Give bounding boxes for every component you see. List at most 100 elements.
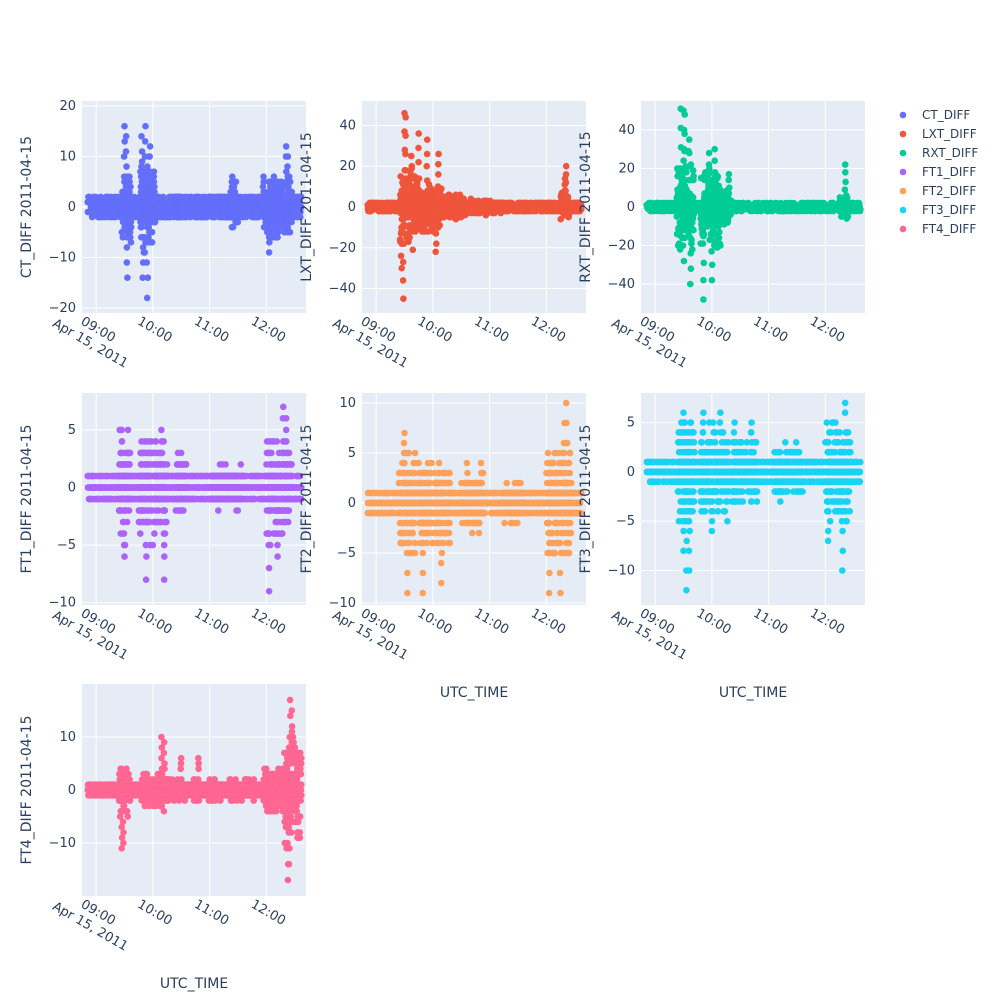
data-point	[126, 228, 134, 236]
data-point	[409, 246, 417, 254]
data-point	[138, 163, 145, 170]
data-point	[146, 153, 153, 160]
data-point	[274, 208, 281, 216]
data-point	[141, 173, 149, 180]
data-point	[127, 183, 134, 191]
data-point	[402, 150, 409, 158]
data-point	[561, 175, 569, 182]
y-tick-label: 0	[68, 200, 76, 215]
data-point	[562, 162, 570, 170]
data-point	[423, 189, 431, 196]
data-point	[138, 158, 146, 165]
data-point	[415, 189, 422, 196]
data-point	[415, 158, 422, 166]
y-tick-label: −10	[49, 250, 76, 265]
data-point	[229, 198, 236, 206]
data-point	[140, 168, 147, 175]
y-tick-label: −20	[49, 301, 76, 316]
data-point	[141, 249, 149, 256]
data-point	[144, 274, 152, 282]
x-tick-label: 10:00	[694, 314, 734, 346]
data-point	[282, 143, 290, 150]
data-point	[432, 248, 440, 256]
data-point	[266, 239, 273, 246]
data-point	[151, 188, 158, 196]
x-tick-label: 10:00	[135, 314, 175, 346]
data-point	[112, 213, 119, 221]
y-tick-label: 40	[618, 123, 635, 138]
data-point	[118, 228, 126, 236]
data-point	[127, 223, 135, 231]
data-point	[148, 239, 156, 246]
data-point	[423, 136, 431, 143]
data-point	[144, 239, 151, 246]
data-point	[141, 138, 149, 145]
data-point	[398, 264, 406, 272]
data-point	[123, 163, 130, 170]
data-point	[285, 193, 292, 201]
data-point	[122, 133, 130, 140]
data-point	[402, 114, 410, 121]
data-point	[398, 215, 406, 223]
data-point	[266, 223, 273, 231]
y-tick-label: 10	[59, 150, 76, 165]
data-point	[139, 244, 147, 251]
data-point	[680, 157, 687, 164]
data-point	[407, 173, 415, 180]
data-point	[397, 252, 405, 260]
y-tick-label: 20	[59, 99, 76, 114]
data-point	[423, 177, 431, 184]
data-point	[562, 191, 569, 199]
data-point	[121, 122, 128, 130]
data-point	[423, 162, 431, 170]
data-point	[123, 234, 131, 241]
data-point	[415, 130, 423, 137]
data-point	[284, 153, 292, 160]
data-point	[228, 183, 236, 191]
data-point	[561, 181, 569, 188]
x-tick-label: 12:00	[528, 314, 568, 346]
data-point	[400, 240, 408, 247]
data-point	[432, 211, 440, 219]
data-point	[716, 228, 723, 236]
x-tick-label: 11:00	[471, 314, 511, 346]
x-tick-label: 11:00	[191, 314, 231, 346]
data-point	[402, 132, 409, 139]
data-point	[432, 222, 439, 229]
data-point	[399, 258, 407, 266]
data-point	[408, 193, 415, 201]
data-point	[124, 218, 131, 226]
data-point	[143, 294, 151, 302]
data-point	[399, 277, 407, 284]
data-point	[124, 274, 131, 282]
data-point	[690, 226, 697, 234]
data-point	[144, 223, 151, 231]
data-point	[432, 230, 440, 237]
data-point	[123, 173, 130, 180]
data-point	[265, 249, 273, 256]
x-tick-label: 11:00	[750, 314, 790, 346]
data-point	[435, 150, 442, 158]
data-point	[126, 178, 133, 186]
data-point	[400, 222, 407, 229]
data-point	[139, 218, 147, 226]
data-point	[423, 150, 431, 158]
data-point	[284, 173, 292, 180]
data-point	[138, 223, 145, 231]
data-point	[680, 257, 688, 265]
data-point	[400, 295, 407, 303]
y-tick-label: 20	[339, 159, 356, 174]
y-axis-title: LXT_DIFF 2011-04-15	[299, 132, 315, 282]
data-point	[435, 193, 442, 201]
data-point	[130, 193, 138, 201]
data-point	[260, 198, 268, 206]
data-point	[123, 188, 130, 196]
data-point	[679, 242, 687, 249]
data-point	[146, 143, 154, 150]
data-point	[284, 163, 291, 170]
y-tick-label: 0	[348, 200, 356, 215]
data-point	[139, 234, 146, 241]
data-point	[148, 228, 156, 236]
